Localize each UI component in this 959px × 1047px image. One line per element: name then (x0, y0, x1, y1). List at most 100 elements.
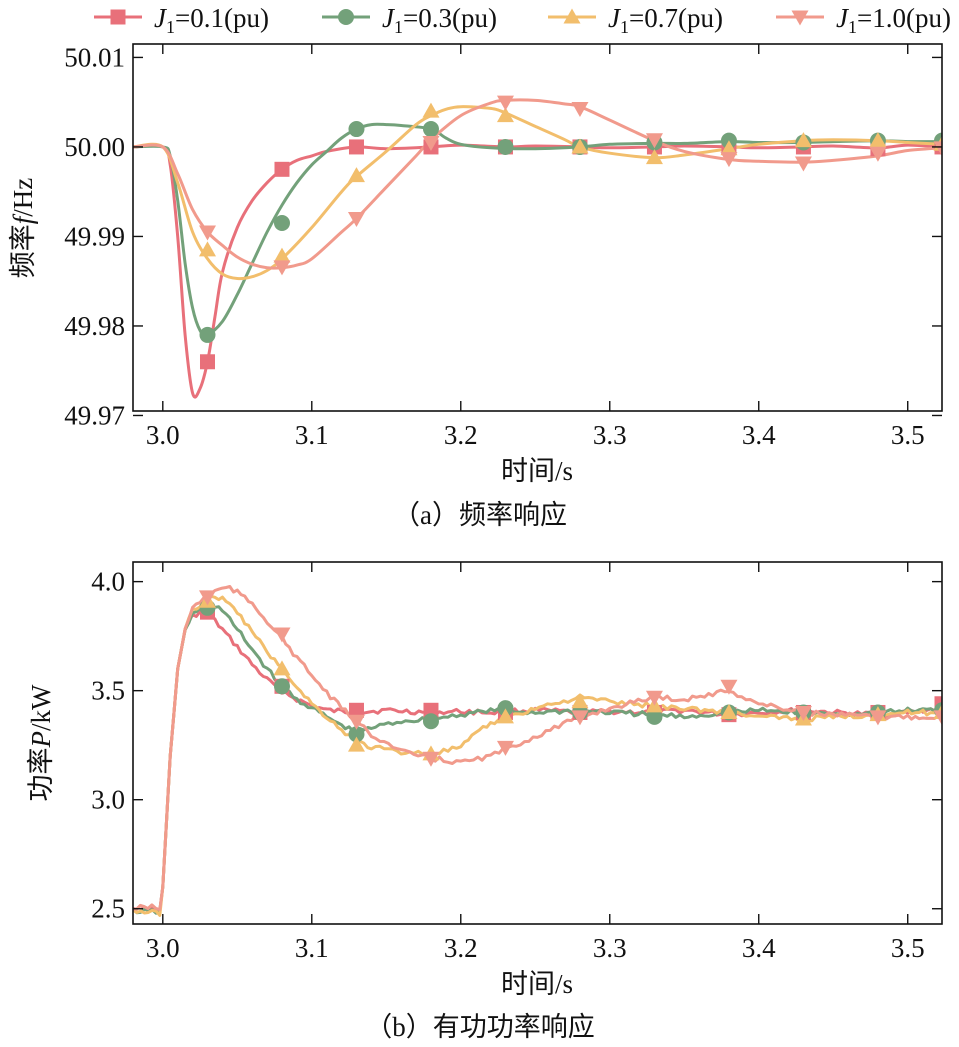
data-marker (720, 703, 738, 719)
legend-label: J1=0.1(pu) (154, 3, 269, 37)
data-marker (422, 751, 440, 767)
data-marker (348, 726, 365, 743)
x-tick-label: 3.5 (891, 420, 925, 450)
data-marker (422, 121, 439, 138)
panel-a-frequency-response: 3.0 3.1 3.2 3.3 3.4 3.5 49.97 49.98 49.99 50.00 50… (8, 42, 943, 530)
series-line-j1-0-3-pu- (133, 122, 942, 337)
legend: J1=0.1(pu) J1=0.3(pu) J1=0.7(pu) J1=1.0(pu) (94, 3, 951, 37)
axis-ticks-b: 3.0 3.1 3.2 3.3 3.4 3.5 2.5 3.0 3.5 4.0 (91, 562, 942, 963)
plot-area-b (133, 585, 942, 917)
data-marker (273, 215, 290, 232)
y-tick-label: 50.01 (64, 42, 125, 72)
legend-label: J1=1.0(pu) (836, 3, 951, 37)
data-marker (198, 225, 216, 241)
data-marker (933, 710, 942, 726)
data-marker (347, 714, 365, 730)
data-marker (347, 736, 365, 752)
data-marker (496, 740, 514, 756)
x-tick-label: 3.4 (742, 420, 776, 450)
x-tick-label: 3.3 (593, 420, 627, 450)
plot-area-a (133, 95, 942, 399)
data-marker (273, 678, 290, 695)
y-tick-label: 49.99 (64, 221, 125, 251)
x-tick-label: 3.1 (295, 420, 329, 450)
data-marker (571, 101, 589, 117)
panel-b-active-power-response: 3.0 3.1 3.2 3.3 3.4 3.5 2.5 3.0 3.5 4.0 时间/s 功率P/… (26, 561, 943, 1042)
data-marker (645, 690, 663, 706)
data-marker (273, 660, 291, 676)
x-tick-label: 3.0 (146, 420, 180, 450)
axis-ticks-a: 3.0 3.1 3.2 3.3 3.4 3.5 49.97 49.98 49.99 50.00 50… (64, 42, 942, 450)
y-axis-label-b: 功率P/kW (26, 684, 56, 802)
y-tick-label: 4.0 (91, 567, 125, 597)
data-marker (422, 135, 440, 151)
data-marker (198, 590, 216, 606)
data-marker (794, 156, 812, 172)
series-line-j1-0-3-pu- (133, 602, 942, 915)
data-marker (273, 260, 291, 276)
y-tick-label: 2.5 (91, 894, 125, 924)
data-marker (348, 121, 365, 138)
data-marker (497, 700, 514, 717)
data-marker (869, 710, 887, 726)
data-marker (645, 149, 663, 165)
x-tick-label: 3.5 (891, 933, 925, 963)
data-marker (347, 167, 365, 183)
data-marker (199, 326, 216, 343)
data-marker (645, 133, 663, 149)
series-line-j1-0-7-pu- (133, 594, 942, 917)
legend-label: J1=0.3(pu) (382, 3, 497, 37)
x-tick-label: 3.1 (295, 933, 329, 963)
y-axis-label-a: 频率f/Hz (8, 178, 38, 279)
data-marker (422, 713, 439, 730)
series-line-j1-0-1-pu- (133, 610, 942, 913)
y-tick-label: 49.97 (64, 400, 125, 430)
data-marker (273, 627, 291, 643)
data-marker (571, 138, 589, 154)
legend-marker-circle-icon (338, 9, 354, 25)
data-marker (198, 241, 216, 257)
data-marker (348, 139, 364, 155)
data-marker (720, 152, 738, 168)
data-marker (869, 132, 887, 148)
data-marker (496, 95, 514, 111)
y-tick-label: 49.98 (64, 311, 125, 341)
series-line-j1-0-1-pu- (133, 143, 942, 399)
x-tick-label: 3.2 (444, 420, 478, 450)
data-marker (347, 212, 365, 228)
caption-a: （a）频率响应 (393, 500, 567, 530)
data-marker (496, 708, 514, 724)
data-marker (423, 702, 439, 718)
data-marker (571, 710, 589, 726)
data-marker (422, 102, 440, 118)
x-axis-label-b: 时间/s (501, 969, 573, 999)
legend-marker-square-icon (110, 9, 126, 25)
x-tick-label: 3.4 (742, 933, 776, 963)
data-marker (274, 161, 290, 177)
data-marker (646, 708, 663, 725)
data-marker (571, 693, 589, 709)
legend-label: J1=0.7(pu) (608, 3, 723, 37)
y-tick-label: 3.5 (91, 676, 125, 706)
data-marker (497, 138, 514, 155)
data-marker (273, 247, 291, 263)
legend-marker-triangle-down-icon (791, 10, 809, 26)
plot-frame-a (132, 43, 943, 412)
data-marker (794, 705, 812, 721)
data-marker (933, 141, 942, 157)
plot-frame-b (132, 561, 943, 925)
data-marker (869, 146, 887, 162)
data-marker (199, 354, 215, 370)
y-tick-label: 50.00 (64, 132, 125, 162)
series-line-j1-0-7-pu- (133, 105, 942, 281)
series-line-j1-1-0-pu- (133, 98, 942, 270)
y-tick-label: 3.0 (91, 785, 125, 815)
legend-marker-triangle-up-icon (563, 8, 581, 24)
x-axis-label-a: 时间/s (501, 456, 573, 486)
data-marker (720, 679, 738, 695)
x-tick-label: 3.3 (593, 933, 627, 963)
data-marker (720, 140, 738, 156)
caption-b: （b）有功功率响应 (365, 1012, 595, 1042)
data-marker (794, 132, 812, 148)
data-marker (496, 107, 514, 123)
